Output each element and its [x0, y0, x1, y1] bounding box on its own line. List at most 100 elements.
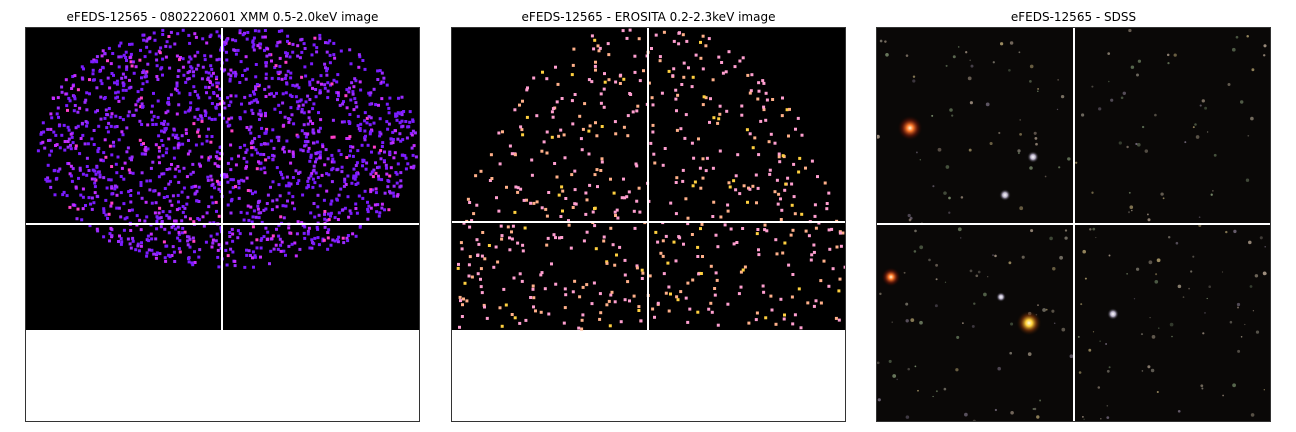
xmm-photon-point [346, 195, 350, 199]
erosita-photon-point [557, 193, 561, 197]
xmm-photon-point [196, 93, 200, 97]
erosita-photon-point [777, 192, 781, 196]
erosita-photon-point [686, 222, 690, 226]
xmm-photon-point [192, 122, 196, 126]
erosita-photon-point [812, 243, 816, 247]
xmm-photon-point [140, 196, 144, 200]
xmm-photon-point [145, 251, 149, 255]
xmm-photon-point [130, 155, 134, 159]
xmm-photon-point [174, 87, 178, 91]
sdss-faint-source [1052, 266, 1056, 271]
erosita-photon-point [539, 310, 543, 314]
xmm-photon-point [96, 229, 100, 233]
xmm-photon-point [248, 254, 252, 257]
xmm-photon-point [223, 175, 227, 179]
xmm-photon-point [218, 113, 222, 117]
xmm-photon-point [181, 231, 184, 235]
xmm-photon-point [274, 64, 278, 68]
erosita-photon-point [734, 188, 738, 192]
xmm-photon-point [303, 65, 307, 69]
erosita-photon-point [638, 210, 642, 214]
erosita-photon-point [634, 162, 638, 166]
xmm-photon-point [215, 156, 219, 160]
xmm-photon-point [252, 36, 256, 40]
xmm-photon-point [188, 245, 192, 249]
xmm-photon-point [280, 29, 284, 33]
xmm-photon-point [160, 220, 164, 224]
erosita-photon-point [508, 236, 511, 240]
sdss-faint-source [1037, 90, 1039, 92]
erosita-photon-point [711, 166, 715, 170]
xmm-photon-point [136, 244, 140, 248]
xmm-photon-point [56, 96, 60, 100]
sdss-faint-source [1133, 298, 1136, 300]
xmm-photon-point [110, 192, 114, 196]
erosita-photon-point [525, 115, 529, 119]
xmm-photon-point [272, 154, 276, 158]
xmm-photon-point [226, 96, 230, 100]
xmm-photon-point [347, 137, 351, 140]
xmm-photon-point [287, 41, 291, 45]
xmm-photon-point [71, 141, 75, 145]
xmm-photon-point [376, 203, 380, 207]
xmm-photon-point [392, 184, 396, 188]
erosita-photon-point [590, 80, 594, 84]
erosita-photon-point [790, 182, 794, 186]
xmm-photon-point [408, 120, 412, 124]
xmm-photon-point [291, 83, 295, 87]
erosita-photon-point [632, 209, 636, 213]
xmm-photon-point [233, 259, 237, 263]
xmm-photon-point [223, 106, 227, 110]
xmm-photon-point [248, 101, 252, 105]
xmm-photon-point [145, 254, 149, 258]
xmm-photon-point [309, 153, 313, 157]
xmm-photon-point [181, 57, 185, 61]
sdss-faint-source [1105, 343, 1108, 345]
xmm-photon-point [337, 193, 341, 197]
xmm-photon-point [333, 216, 337, 220]
xmm-photon-point [84, 204, 87, 207]
xmm-photon-point [139, 184, 143, 187]
xmm-photon-point [343, 206, 347, 210]
xmm-photon-point [93, 177, 97, 181]
erosita-photon-point [635, 164, 639, 168]
xmm-photon-point [231, 186, 235, 190]
xmm-photon-point [69, 143, 72, 147]
sdss-faint-source [1019, 119, 1022, 121]
erosita-photon-point [747, 321, 751, 325]
xmm-photon-point [46, 127, 50, 131]
xmm-photon-point [378, 134, 382, 138]
xmm-photon-point [163, 256, 167, 260]
xmm-photon-point [277, 139, 281, 143]
erosita-photon-point [661, 254, 665, 258]
erosita-photon-point [757, 81, 761, 85]
erosita-photon-point [567, 223, 571, 227]
xmm-photon-point [119, 242, 123, 246]
sdss-faint-source [1080, 303, 1083, 306]
xmm-photon-point [325, 73, 329, 77]
xmm-photon-point [297, 172, 300, 175]
xmm-photon-point [140, 171, 144, 175]
xmm-photon-point [349, 145, 352, 149]
xmm-photon-point [124, 88, 128, 92]
erosita-photon-point [682, 61, 686, 65]
xmm-photon-point [174, 135, 177, 139]
xmm-photon-point [132, 71, 136, 75]
erosita-photon-point [613, 300, 617, 304]
erosita-photon-point [746, 200, 749, 204]
xmm-photon-point [154, 52, 158, 56]
erosita-photon-point [713, 287, 717, 290]
xmm-photon-point [356, 114, 360, 118]
xmm-photon-point [139, 48, 142, 52]
xmm-photon-point [117, 206, 121, 210]
xmm-photon-point [210, 67, 214, 71]
xmm-photon-point [404, 156, 408, 160]
erosita-photon-point [559, 215, 563, 218]
sdss-faint-source [919, 320, 923, 325]
xmm-photon-point [245, 148, 249, 152]
erosita-photon-point [593, 64, 597, 68]
erosita-photon-point [751, 184, 755, 188]
sdss-faint-source [1039, 399, 1042, 402]
sdss-faint-source [1108, 254, 1111, 257]
xmm-photon-point [309, 211, 313, 215]
